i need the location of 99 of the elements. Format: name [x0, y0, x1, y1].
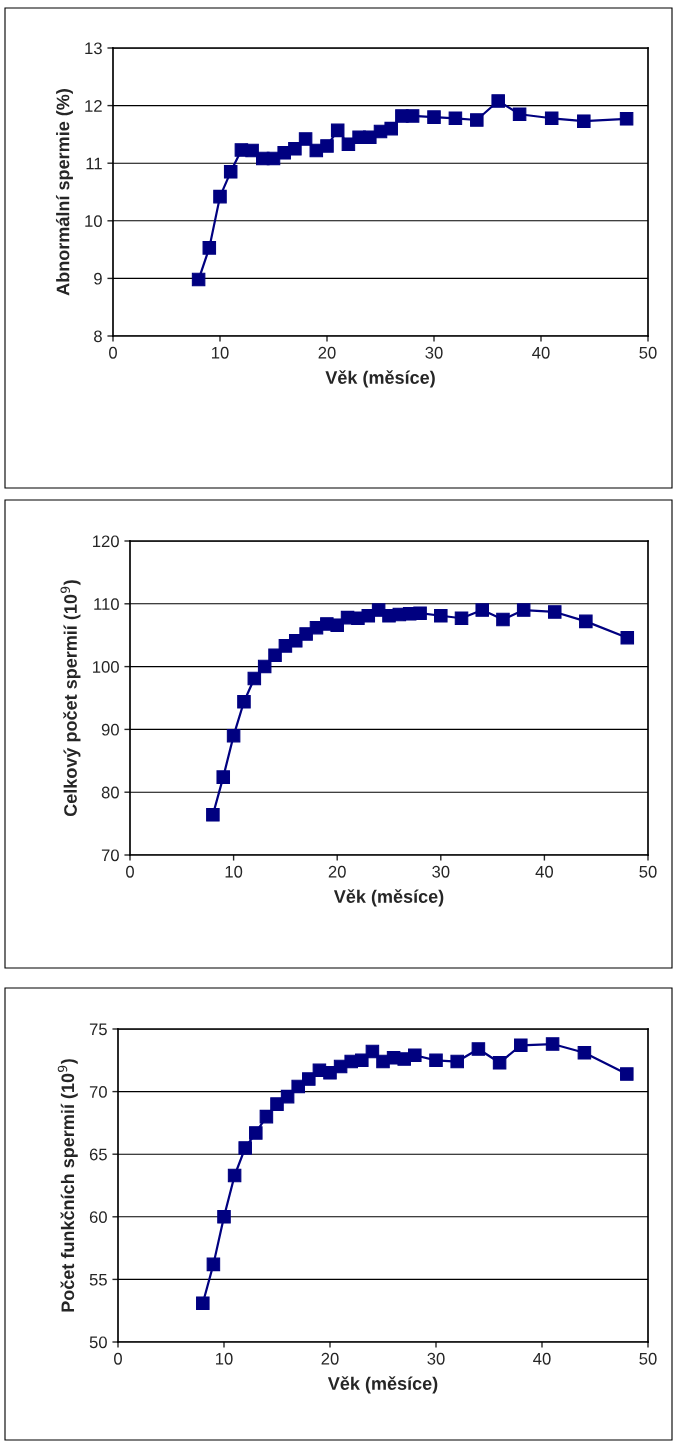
point — [237, 695, 251, 709]
x-tick-label: 0 — [114, 1352, 122, 1365]
point — [213, 189, 227, 204]
point — [429, 1053, 443, 1068]
point — [427, 110, 441, 124]
x-tick-label: 10 — [225, 865, 243, 878]
x-tick-label: 40 — [532, 346, 550, 359]
point — [330, 123, 345, 138]
point — [226, 728, 241, 743]
point — [302, 1072, 316, 1086]
point — [227, 1168, 242, 1183]
point — [320, 139, 334, 153]
point — [196, 1296, 210, 1310]
point — [245, 143, 259, 158]
point — [413, 606, 427, 620]
point — [620, 630, 635, 645]
x-tick-label: 50 — [639, 865, 657, 878]
point — [408, 1048, 422, 1063]
point — [545, 1037, 560, 1051]
point — [216, 770, 231, 784]
y-tick-label: 60 — [89, 1211, 107, 1223]
point — [299, 627, 313, 641]
point — [259, 1109, 274, 1124]
y-tick-label: 9 — [94, 272, 102, 285]
y-tick-label: 55 — [89, 1273, 107, 1286]
point — [384, 121, 398, 136]
x-axis-title: Věk (měsíce) — [327, 1376, 438, 1394]
y-tick-label: 100 — [93, 661, 119, 673]
point — [475, 603, 490, 617]
x-tick-label: 50 — [639, 346, 657, 359]
y-axis-title: Abnormální spermie (%) — [55, 89, 73, 296]
point — [206, 1257, 221, 1272]
x-tick-label: 40 — [535, 865, 554, 878]
point — [470, 113, 484, 127]
x-tick-label: 40 — [533, 1352, 551, 1365]
point — [620, 1067, 634, 1081]
x-tick-label: 20 — [321, 1352, 339, 1365]
y-tick-label: 70 — [89, 1086, 107, 1098]
y-axis-title: Celkový počet spermií (10$^{9}$) — [60, 580, 81, 817]
point — [516, 603, 531, 617]
point — [298, 132, 313, 146]
point — [202, 241, 217, 255]
y-tick-label: 50 — [89, 1336, 107, 1349]
x-tick-label: 30 — [432, 865, 450, 878]
y-tick-label: 65 — [89, 1148, 107, 1161]
point — [270, 1097, 284, 1111]
x-tick-label: 20 — [318, 346, 336, 359]
x-axis-title: Věk (měsíce) — [325, 370, 435, 388]
point — [405, 109, 420, 123]
point — [577, 114, 591, 128]
point — [450, 1054, 464, 1069]
point — [249, 1126, 263, 1140]
point — [257, 659, 272, 674]
point — [496, 612, 510, 627]
y-tick-label: 12 — [85, 100, 102, 112]
point — [491, 94, 505, 108]
point — [547, 605, 562, 619]
y-axis-title: Počet funkčních spermií (10$^{9}$) — [57, 1059, 78, 1312]
point — [223, 165, 238, 179]
y-tick-label: 11 — [86, 157, 102, 170]
point — [454, 611, 469, 626]
y-tick-label: 8 — [94, 330, 102, 343]
y-tick-label: 80 — [101, 786, 119, 799]
x-tick-label: 10 — [216, 1352, 233, 1365]
x-tick-label: 30 — [427, 1352, 445, 1365]
point — [448, 111, 463, 126]
point — [288, 142, 302, 156]
x-tick-label: 0 — [109, 346, 117, 359]
x-axis-title: Věk (měsíce) — [333, 889, 444, 907]
point — [247, 671, 262, 686]
point — [512, 107, 527, 122]
point — [355, 1053, 369, 1068]
point — [514, 1038, 528, 1053]
y-tick-label: 70 — [101, 849, 119, 862]
y-tick-label: 90 — [101, 723, 119, 736]
point — [191, 272, 206, 287]
point — [206, 808, 220, 822]
point — [577, 1046, 592, 1060]
y-tick-label: 110 — [94, 598, 119, 610]
point — [217, 1210, 231, 1224]
point — [330, 618, 344, 632]
y-tick-label: 13 — [85, 42, 102, 55]
x-tick-label: 0 — [126, 865, 134, 878]
point — [434, 608, 448, 623]
point — [492, 1056, 507, 1070]
point — [544, 111, 559, 126]
point — [323, 1066, 337, 1080]
point — [579, 614, 593, 629]
x-tick-label: 10 — [212, 346, 229, 359]
y-tick-label: 75 — [89, 1023, 107, 1036]
point — [268, 648, 282, 663]
point — [471, 1042, 486, 1056]
point — [238, 1141, 252, 1155]
x-tick-label: 30 — [425, 346, 443, 359]
y-tick-label: 120 — [93, 535, 119, 548]
point — [619, 112, 634, 126]
y-tick-label: 10 — [85, 215, 102, 227]
x-tick-label: 20 — [328, 865, 346, 878]
x-tick-label: 50 — [639, 1352, 657, 1365]
